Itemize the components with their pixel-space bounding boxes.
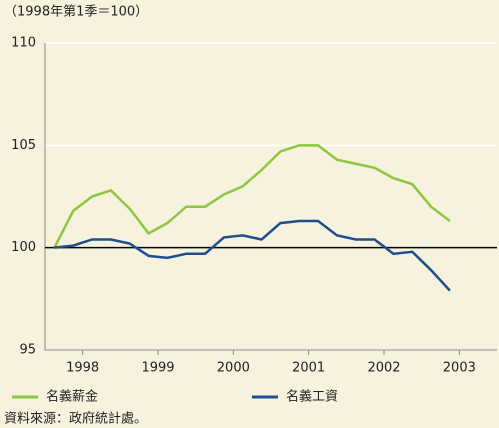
legend-label: 名義工資 <box>286 389 338 405</box>
y-tick-label: 105 <box>11 138 36 153</box>
data-line <box>54 219 451 292</box>
unit-label: （1998年第1季＝100） <box>4 5 148 20</box>
x-tick-label: 2000 <box>217 361 250 376</box>
y-tick-label: 110 <box>11 36 36 51</box>
x-tick-label: 2001 <box>292 361 325 376</box>
x-tick-label: 1998 <box>66 361 99 376</box>
legend-label: 名義薪金 <box>46 389 98 405</box>
x-tick-label: 1999 <box>141 361 174 376</box>
y-tick-label: 95 <box>19 343 36 358</box>
source-note: 資料來源：政府統計處。 <box>4 411 147 427</box>
data-line <box>53 144 451 249</box>
y-tick-label: 100 <box>11 240 36 255</box>
x-tick-label: 2002 <box>367 361 400 376</box>
x-tick-label: 2003 <box>443 361 476 376</box>
